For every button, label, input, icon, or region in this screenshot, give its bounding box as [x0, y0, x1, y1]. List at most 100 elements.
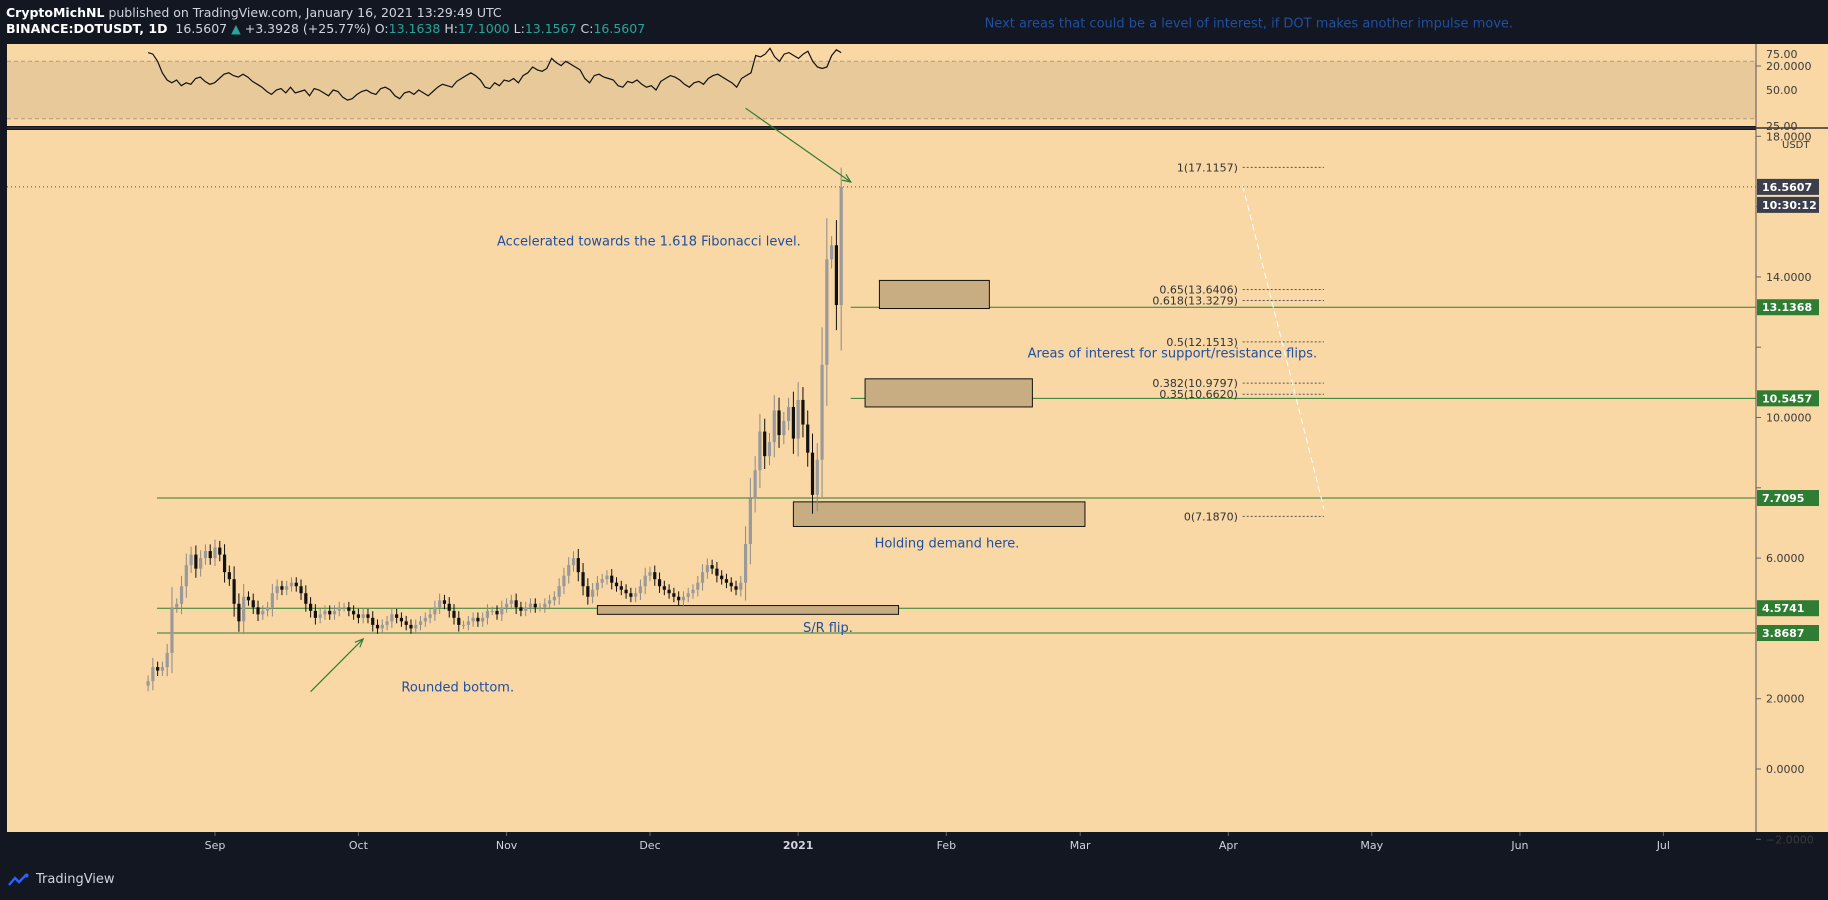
time-axis-label: May: [1360, 839, 1383, 852]
time-axis-label: Sep: [205, 839, 226, 852]
candle-body: [777, 410, 781, 436]
candle-body: [170, 607, 174, 654]
price-tick-label: 6.0000: [1766, 552, 1805, 565]
candle-body: [605, 575, 609, 580]
price-tag-label: 13.1368: [1762, 301, 1812, 314]
candle-body: [538, 607, 542, 609]
candle-body: [160, 667, 165, 671]
candle-body: [567, 565, 571, 576]
candle-body: [490, 610, 494, 612]
candle-body: [156, 667, 160, 671]
candle-body: [705, 565, 709, 573]
open-value: 13.1638: [388, 21, 441, 36]
candle-body: [146, 681, 150, 686]
candle-body: [801, 399, 805, 425]
time-axis-label: 2021: [783, 839, 814, 852]
level-price-tag: [1757, 600, 1819, 617]
footer-brand[interactable]: TradingView: [8, 872, 115, 887]
candle-body: [552, 596, 556, 601]
price-tag-label: 7.7095: [1762, 492, 1804, 505]
candle-body: [342, 607, 346, 609]
candle-body: [352, 610, 356, 615]
candle-body: [734, 586, 738, 590]
candle-body: [729, 582, 733, 587]
candle-body: [438, 600, 442, 608]
candle-body: [724, 579, 729, 583]
candle-body: [767, 442, 772, 457]
candle-body: [318, 614, 322, 618]
candle-body: [753, 470, 757, 499]
candle-body: [657, 579, 662, 587]
level-price-tag: [1757, 625, 1819, 642]
candle-body: [715, 568, 719, 576]
fib-level-label: 1(17.1157): [1177, 161, 1238, 174]
candle-body: [452, 610, 456, 618]
candle-body: [433, 607, 437, 615]
candle-body: [810, 452, 815, 495]
candle-body: [213, 547, 217, 559]
candle-body: [409, 624, 413, 629]
candle-body: [638, 586, 643, 594]
candle-body: [562, 575, 566, 587]
price-axis-bg: [1756, 44, 1828, 832]
low-label: L:: [513, 21, 525, 36]
last-price-tag: [1757, 178, 1819, 195]
candle-body: [648, 572, 652, 576]
candle-body: [528, 603, 533, 608]
candle-body: [748, 498, 752, 545]
candle-body: [662, 586, 666, 590]
candle-body: [203, 551, 208, 559]
candle-body: [629, 593, 633, 597]
candle-body: [672, 593, 676, 597]
candle-body: [232, 579, 236, 604]
footer-brand-text: TradingView: [36, 872, 115, 887]
price-tag-label: 10.5457: [1762, 392, 1812, 405]
chart-annotation: Holding demand here.: [875, 537, 1020, 552]
candle-body: [720, 575, 724, 580]
price-tick-label: 22.0000: [1766, 0, 1812, 3]
sr-zone-10: [864, 378, 1033, 408]
candle-body: [834, 245, 838, 306]
countdown-tag: [1757, 196, 1819, 213]
arrow-head-icon: [841, 174, 853, 183]
arrow-head-icon: [354, 637, 365, 648]
candle-body: [548, 600, 552, 604]
high-value: 17.1000: [457, 21, 510, 36]
candle-body: [839, 186, 843, 306]
symbol-legend: BINANCE:DOTUSDT, 1D 16.5607 ▲ +3.3928 (+…: [6, 21, 645, 37]
fib-level-label: 0.382(10.9797): [1152, 377, 1238, 390]
candle-body: [772, 410, 776, 443]
annotation-arrow: [745, 107, 852, 183]
candle-body: [404, 621, 408, 625]
candle-body: [380, 624, 384, 629]
sr-flip-zone: [596, 605, 900, 615]
close-value: 16.5607: [593, 21, 646, 36]
candle-body: [294, 582, 298, 587]
candle-body: [390, 614, 394, 622]
candle-body: [830, 245, 834, 260]
rsi-line: [147, 47, 842, 101]
candle-body: [495, 610, 499, 615]
candle-body: [576, 558, 580, 573]
candle-body: [323, 610, 327, 615]
price-tick-label: 2.0000: [1766, 693, 1805, 706]
price-tag-label: 3.8687: [1762, 627, 1804, 640]
author-name[interactable]: CryptoMichNL: [6, 5, 105, 20]
candle-body: [165, 653, 169, 668]
chart-annotation: Areas of interest for support/resistance…: [1028, 347, 1318, 362]
candle-body: [428, 614, 432, 618]
candle-body: [600, 579, 604, 583]
candle-body: [304, 593, 308, 604]
candle-body: [815, 459, 819, 495]
candle-body: [189, 554, 193, 566]
time-axis-label: Apr: [1219, 839, 1239, 852]
candle-body: [758, 431, 762, 471]
candle-body: [208, 551, 212, 559]
candle-body: [265, 607, 270, 611]
candle-body: [227, 572, 231, 580]
symbol-name[interactable]: BINANCE:DOTUSDT, 1D: [6, 21, 168, 36]
candle-body: [557, 586, 561, 597]
candle-body: [681, 596, 686, 601]
fib-level-label: 0.35(10.6620): [1159, 388, 1238, 401]
